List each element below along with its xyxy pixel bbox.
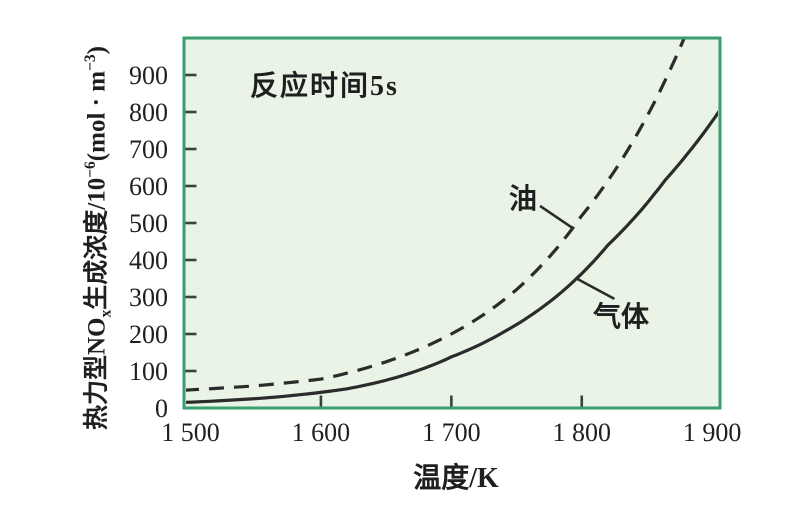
y-axis-title-part1: 热力型NO (83, 317, 111, 430)
y-tick-label: 0 (155, 394, 168, 423)
x-tick-label: 1 500 (161, 418, 220, 447)
y-axis-title-sub-x: x (97, 309, 115, 318)
y-tick-label: 900 (129, 61, 168, 90)
annotation-reaction-time: 反应时间5s (250, 71, 399, 102)
y-tick-label: 300 (129, 283, 168, 312)
y-tick-label: 400 (129, 246, 168, 275)
leader-line (575, 277, 615, 300)
x-tick-labels: 1 500 1 600 1 700 1 800 1 900 (161, 418, 741, 447)
x-tick-label: 1 700 (422, 418, 481, 447)
y-axis-title-sup-neg3: −3 (82, 54, 99, 71)
x-tick-label: 1 800 (553, 418, 612, 447)
tick-marks (185, 73, 584, 407)
y-tick-label: 500 (129, 209, 168, 238)
curve-label-gas: 气体 (593, 302, 650, 333)
leader-lines (539, 204, 615, 300)
x-tick-label: 1 900 (683, 418, 742, 447)
y-tick-label: 100 (129, 357, 168, 386)
y-axis-title-part4: ) (83, 46, 111, 55)
y-axis-title-part2: 生成浓度/10 (83, 177, 111, 310)
y-axis-title-sup-neg6: −6 (82, 161, 99, 178)
plot-border (182, 36, 722, 410)
y-axis-title: 热力型NOx生成浓度/10−6(mol · m−3) (75, 8, 114, 468)
oil-curve (186, 39, 686, 392)
curves (186, 39, 718, 404)
y-tick-label: 600 (129, 172, 168, 201)
y-tick-labels: 0 100 200 300 400 500 600 700 800 900 (129, 61, 168, 423)
gas-curve (186, 110, 718, 404)
y-tick-label: 700 (129, 135, 168, 164)
y-tick-label: 800 (129, 98, 168, 127)
curve-label-oil: 油 (509, 184, 538, 215)
leader-line (539, 204, 575, 230)
y-axis-title-part3: (mol · m (83, 70, 111, 162)
x-axis-title: 温度/K (413, 463, 499, 494)
x-tick-label: 1 600 (292, 418, 351, 447)
y-tick-label: 200 (129, 320, 168, 349)
